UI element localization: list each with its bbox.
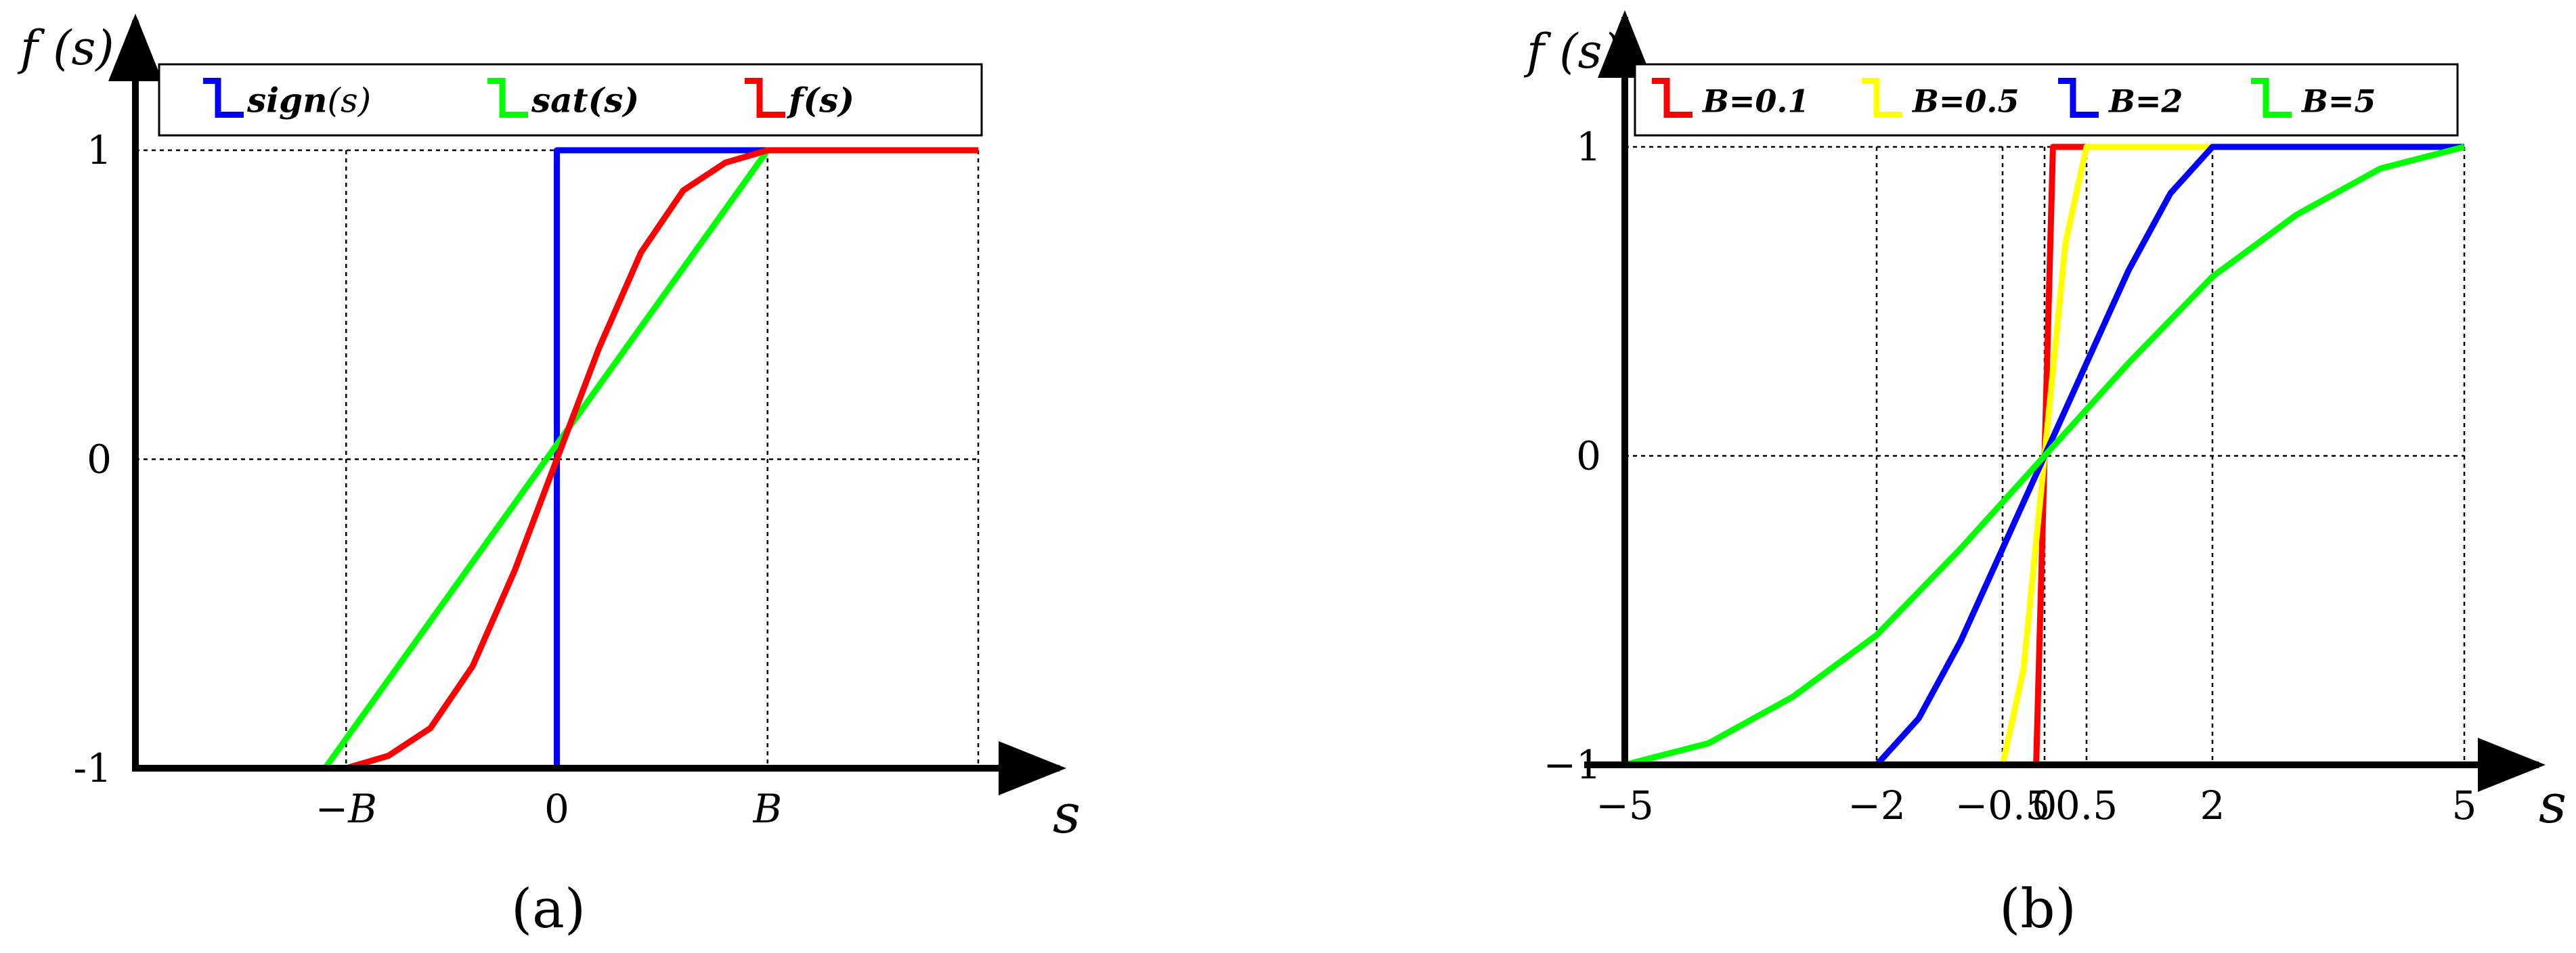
- legend-swatch: [2251, 78, 2292, 118]
- x-tick-label: 0: [2032, 782, 2057, 828]
- legend-box: [158, 63, 983, 137]
- x-tick-label: −2: [1848, 782, 1906, 828]
- legend-item-label: B=0.1: [1701, 83, 1809, 120]
- panel-label-b: (b): [1999, 877, 2076, 940]
- y-tick-label: 1: [87, 127, 112, 173]
- legend-b: B=0.1 B=0.5 B=2 B=5: [1634, 63, 2459, 137]
- legend-item-label: B=0.5: [1911, 83, 2019, 120]
- legend-item-label: B=2: [2108, 83, 2183, 120]
- y-tick-label: 0: [1576, 433, 1601, 479]
- chart-panel-a: −B 0 B -1 0 1 f (s) s sign(s) sat(s) f(s) (a): [17, 14, 1080, 940]
- axes-a: [108, 14, 1066, 795]
- x-tick-label: B: [752, 786, 782, 832]
- x-axis-label-a: s: [1053, 782, 1080, 845]
- legend-item-label: sat(s): [531, 81, 639, 120]
- x-tick-label: 0.5: [2055, 782, 2118, 828]
- legend-swatch: [2058, 78, 2099, 118]
- axes-b: [1584, 10, 2546, 792]
- panel-label-a: (a): [511, 877, 586, 940]
- y-tick-label: 1: [1576, 124, 1601, 170]
- legend-swatch: [1862, 78, 1902, 118]
- legend-item-label: sign(s): [246, 81, 371, 120]
- y-axis-label-a: f (s): [17, 20, 114, 76]
- legend-item-suffix: (s): [327, 81, 371, 120]
- x-tick-label: −B: [315, 786, 377, 832]
- series-line-4: [1623, 143, 2466, 768]
- x-tick-label: −5: [1596, 782, 1654, 828]
- legend-swatch: [1652, 78, 1693, 118]
- legend-a: sign(s) sat(s) f(s): [158, 63, 983, 137]
- x-tick-label: 5: [2452, 782, 2477, 828]
- y-tick-label: −1: [1544, 742, 1602, 788]
- x-tick-label: 2: [2200, 782, 2225, 828]
- legend-item-label: f(s): [787, 81, 854, 120]
- series-line-3: [345, 147, 978, 772]
- x-tick-label: 0: [544, 786, 569, 832]
- legend-swatch: [203, 78, 244, 118]
- y-tick-label: -1: [74, 745, 112, 791]
- x-tick-label: −0.5: [1955, 782, 2051, 828]
- legend-swatch: [745, 78, 785, 118]
- ticks-a: −B 0 B -1 0 1: [74, 127, 783, 832]
- x-axis-label-b: s: [2539, 772, 2567, 835]
- legend-box: [1634, 63, 2459, 137]
- legend-swatch: [487, 78, 528, 118]
- ticks-b: −5 −2 −0.500.5 2 5−101: [1544, 124, 2477, 828]
- legend-item-label: B=5: [2300, 83, 2376, 120]
- chart-panel-b: −5 −2 −0.500.5 2 5−101 f (s) s B=0.1 B=0.5 B=2…: [1523, 10, 2567, 940]
- y-tick-label: 0: [87, 437, 112, 483]
- y-axis-label-b: f (s): [1523, 24, 1621, 79]
